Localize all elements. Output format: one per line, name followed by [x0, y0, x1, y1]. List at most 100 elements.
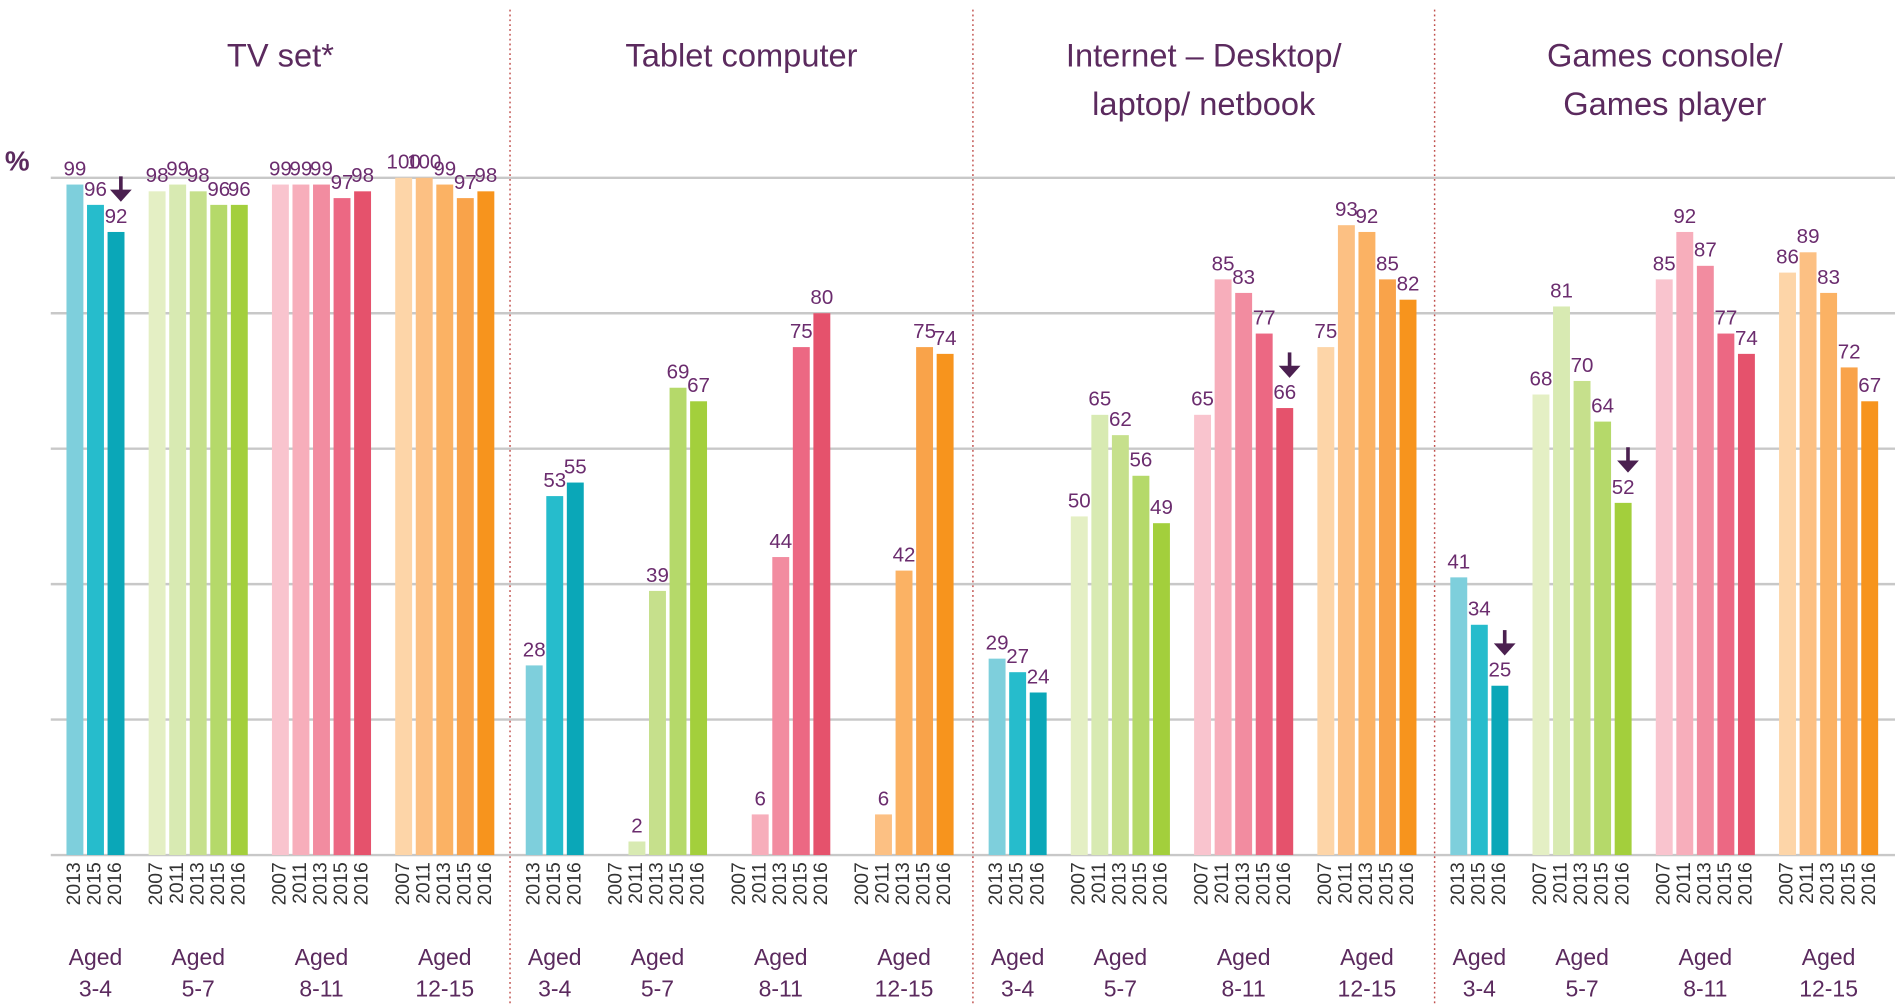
bar — [66, 184, 84, 856]
x-tick: 2016 — [351, 862, 373, 905]
x-tick-label: 2015 — [543, 862, 565, 905]
x-tick-label: 2007 — [604, 862, 626, 905]
bar — [1214, 279, 1232, 856]
x-tick: 2015 — [1129, 862, 1151, 905]
value-label: 67 — [1858, 374, 1881, 397]
value-label: 85 — [1212, 252, 1235, 275]
x-tick-label: 2016 — [1273, 862, 1295, 905]
x-tick: 2011 — [625, 862, 647, 904]
bar — [333, 198, 351, 856]
x-tick-label: 2016 — [1150, 862, 1172, 905]
x-tick: 2011 — [1673, 862, 1695, 904]
value-label: 82 — [1397, 273, 1420, 296]
x-tick: 2016 — [1735, 862, 1757, 905]
x-tick: 2011 — [289, 862, 311, 904]
bar — [292, 184, 310, 856]
group-label: Aged 8-11 — [1678, 945, 1733, 1003]
x-tick: 2015 — [1591, 862, 1613, 905]
x-tick-label: 2016 — [1735, 862, 1757, 905]
x-tick-label: 2015 — [330, 862, 352, 905]
x-tick: 2015 — [789, 862, 811, 905]
value-label: 96 — [207, 178, 230, 201]
x-tick: 2007 — [1652, 862, 1674, 905]
bar — [772, 557, 790, 856]
x-tick: 2013 — [310, 862, 332, 905]
group-label: Aged 5-7 — [630, 945, 685, 1003]
x-tick: 2015 — [1252, 862, 1274, 905]
decrease-arrow-head — [109, 189, 132, 202]
x-tick-label: 2011 — [1673, 862, 1695, 904]
value-label: 6 — [878, 787, 889, 810]
x-tick: 2013 — [1447, 862, 1469, 905]
panel-title: TV set* — [226, 37, 334, 74]
x-tick: 2013 — [892, 862, 914, 905]
x-tick: 2011 — [1088, 862, 1110, 904]
bar — [1399, 299, 1417, 856]
x-tick: 2007 — [604, 862, 626, 905]
x-tick-label: 2011 — [166, 862, 188, 904]
x-tick: 2015 — [1467, 862, 1489, 905]
x-tick-label: 2015 — [207, 862, 229, 905]
x-tick: 2007 — [1314, 862, 1336, 905]
x-tick-label: 2013 — [985, 862, 1007, 905]
bar — [210, 204, 228, 856]
x-tick: 2013 — [1817, 862, 1839, 905]
bar — [1491, 685, 1509, 856]
value-label: 29 — [986, 632, 1009, 655]
x-tick: 2016 — [1488, 862, 1510, 905]
decrease-arrow-head — [1493, 643, 1516, 656]
x-tick: 2016 — [1858, 862, 1880, 905]
x-tick-label: 2011 — [1550, 862, 1572, 904]
x-tick: 2015 — [666, 862, 688, 905]
x-tick: 2015 — [330, 862, 352, 905]
value-label: 89 — [1797, 225, 1820, 248]
bar — [1655, 279, 1673, 856]
x-tick: 2007 — [145, 862, 167, 905]
x-tick: 2007 — [1191, 862, 1213, 905]
x-tick-label: 2007 — [1314, 862, 1336, 905]
decrease-arrow-head — [1278, 365, 1301, 378]
value-label: 27 — [1006, 645, 1029, 668]
value-label: 96 — [84, 178, 107, 201]
x-tick-label: 2015 — [789, 862, 811, 905]
bar — [1255, 333, 1273, 856]
value-label: 74 — [934, 327, 957, 350]
value-label: 25 — [1488, 659, 1511, 682]
x-tick-label: 2013 — [1570, 862, 1592, 905]
x-tick-label: 2013 — [522, 862, 544, 905]
bar — [1840, 367, 1858, 856]
bar — [354, 191, 372, 856]
x-tick: 2011 — [166, 862, 188, 904]
x-tick: 2013 — [63, 862, 85, 905]
x-tick: 2015 — [1837, 862, 1859, 905]
bar — [1553, 306, 1570, 856]
x-tick: 2013 — [186, 862, 208, 905]
x-tick: 2007 — [1067, 862, 1089, 905]
bar — [1235, 292, 1253, 856]
x-tick: 2011 — [1334, 862, 1356, 904]
value-label: 93 — [1335, 198, 1358, 221]
bar — [1153, 523, 1170, 856]
decrease-arrow-head — [1617, 460, 1639, 473]
value-label: 75 — [1314, 320, 1337, 343]
value-label: 92 — [1673, 205, 1696, 228]
x-tick: 2016 — [687, 862, 709, 905]
bar — [1379, 279, 1396, 856]
bar — [169, 184, 187, 856]
bar — [415, 177, 433, 856]
value-label: 81 — [1550, 279, 1573, 302]
x-tick: 2013 — [1570, 862, 1592, 905]
value-label: 67 — [687, 374, 710, 397]
bar — [1799, 252, 1817, 856]
x-tick-label: 2013 — [1232, 862, 1254, 905]
x-tick: 2013 — [433, 862, 455, 905]
x-tick: 2016 — [227, 862, 249, 905]
value-label: 92 — [105, 205, 128, 228]
x-tick-label: 2007 — [145, 862, 167, 905]
group-label: Aged 8-11 — [1216, 945, 1271, 1003]
bar — [936, 353, 954, 856]
group-label: Aged 8-11 — [294, 945, 349, 1003]
x-tick-label: 2013 — [769, 862, 791, 905]
x-tick-label: 2015 — [1837, 862, 1859, 905]
